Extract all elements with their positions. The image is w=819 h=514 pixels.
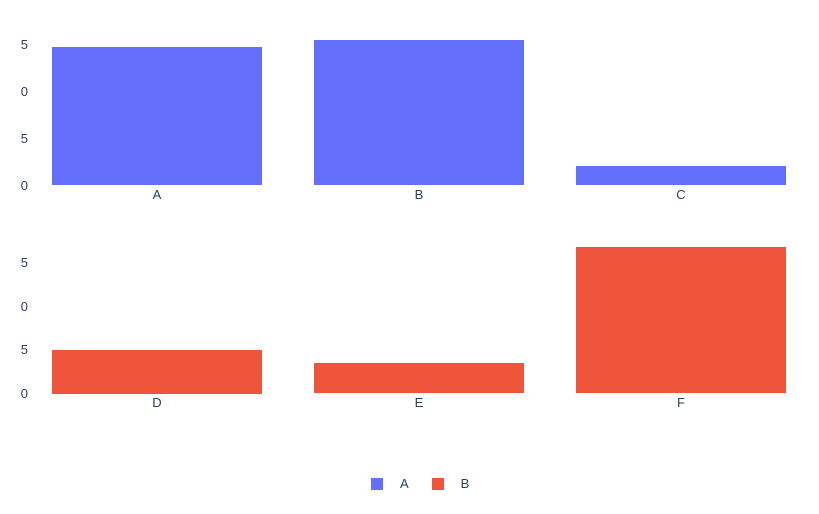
y-tick-label-row1-1: 5 — [20, 130, 28, 146]
legend-item-B[interactable]: B — [431, 476, 470, 491]
legend-item-A[interactable]: A — [371, 477, 409, 490]
bar-A[interactable] — [52, 47, 262, 186]
bar-B[interactable] — [314, 39, 524, 186]
legend-label: A — [400, 476, 409, 491]
legend-swatch-icon — [371, 477, 383, 490]
x-tick-label-B: B — [414, 186, 424, 202]
x-tick-label-A: A — [152, 186, 162, 202]
x-tick-label-F: F — [677, 395, 685, 410]
y-tick-label-row2-2: 0 — [20, 298, 28, 314]
bar-F[interactable] — [576, 247, 786, 394]
x-tick-label-E: E — [414, 395, 424, 410]
bar-E[interactable] — [314, 363, 524, 394]
x-tick-label-C: C — [676, 186, 686, 202]
y-tick-label-row2-1: 5 — [20, 342, 28, 357]
legend-label: B — [460, 476, 470, 491]
y-tick-label-row1-2: 0 — [20, 83, 28, 99]
y-tick-label-row1-3: 5 — [20, 36, 28, 52]
bar-D[interactable] — [52, 350, 262, 394]
legend-swatch-icon — [431, 477, 444, 490]
bar-C[interactable] — [576, 165, 786, 186]
y-tick-label-row2-0: 0 — [20, 385, 28, 401]
y-tick-label-row1-0: 0 — [20, 177, 28, 193]
y-tick-label-row2-3: 5 — [20, 255, 28, 270]
x-tick-label-D: D — [152, 395, 162, 410]
